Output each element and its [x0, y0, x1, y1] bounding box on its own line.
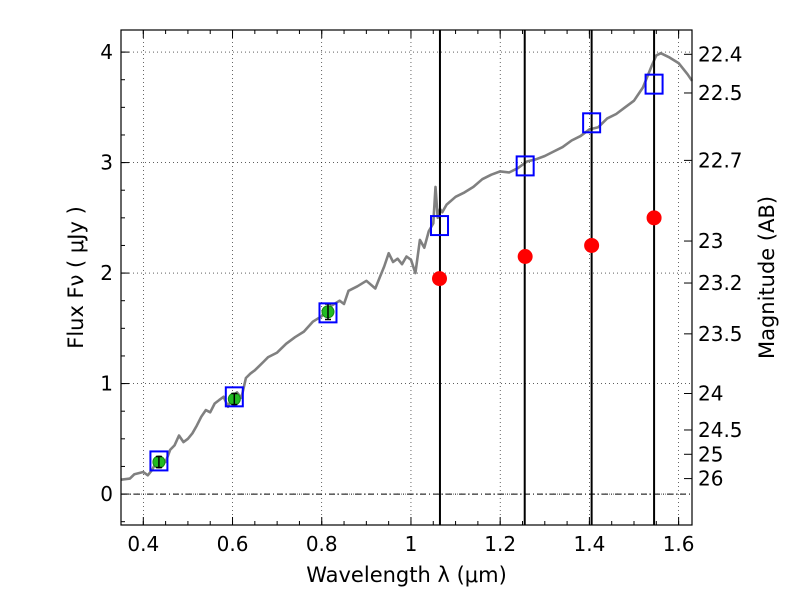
x-axis-label: Wavelength λ (μm): [306, 563, 507, 587]
nir-flux-point: [517, 249, 533, 265]
x-tick-label: 1.6: [663, 532, 695, 556]
nir-flux-point: [432, 271, 448, 287]
y-tick-label: 2: [100, 261, 113, 285]
magnitude-tick-label: 22.7: [698, 148, 743, 172]
model-flux-square: [224, 386, 244, 408]
model-flux-square: [149, 450, 169, 472]
y-tick-label: 4: [100, 40, 113, 64]
plot-frame: [120, 29, 693, 526]
magnitude-tick-label: 22.4: [698, 42, 743, 66]
magnitude-tick-label: 24.5: [698, 418, 743, 442]
spectrum-layer: [120, 51, 694, 481]
magnitude-tick-label: 25: [698, 442, 723, 466]
y-axis-label: Flux Fν ( μJy ): [64, 206, 88, 349]
x-tick-label: 0.4: [127, 532, 159, 556]
nir-flux-point: [646, 210, 662, 226]
model-flux-square: [318, 302, 338, 324]
y-tick-label: 1: [100, 372, 113, 396]
y-tick-label: 0: [100, 482, 113, 506]
spectrum-line: [120, 51, 694, 481]
x-tick-label: 1.2: [484, 532, 516, 556]
nir-flux-point: [584, 237, 600, 253]
model-flux-square: [515, 155, 535, 177]
grid-lines: [121, 30, 692, 525]
model-flux-square: [644, 73, 664, 95]
y-tick-label: 3: [100, 151, 113, 175]
model-flux-square: [582, 112, 602, 134]
magnitude-axis-label: Magnitude (AB): [755, 196, 779, 359]
magnitude-tick-label: 24: [698, 382, 723, 406]
x-tick-label: 0.8: [306, 532, 338, 556]
x-tick-label: 1.4: [573, 532, 605, 556]
filter-lines: [438, 30, 656, 525]
axis-ticks: [121, 30, 692, 525]
magnitude-tick-label: 23.5: [698, 322, 743, 346]
magnitude-tick-label: 22.5: [698, 81, 743, 105]
x-tick-label: 1: [405, 532, 418, 556]
magnitude-tick-label: 26: [698, 467, 723, 491]
model-flux-square: [430, 215, 450, 237]
markers-layer: [149, 73, 664, 472]
magnitude-tick-label: 23.2: [698, 271, 743, 295]
magnitude-tick-label: 23: [698, 229, 723, 253]
x-tick-label: 0.6: [217, 532, 249, 556]
